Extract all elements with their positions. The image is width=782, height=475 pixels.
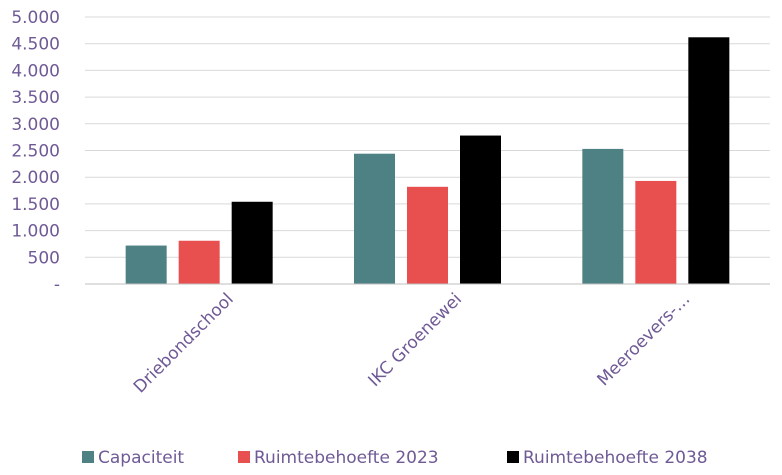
y-tick-label: 2.000	[11, 168, 60, 188]
legend-swatch	[238, 451, 250, 463]
bar-ruimtebehoefte-2038-3	[688, 37, 730, 285]
y-tick-label: 3.000	[11, 115, 60, 135]
legend-label: Ruimtebehoefte 2023	[254, 448, 439, 468]
bar-ruimtebehoefte-2023-1	[178, 240, 220, 284]
bar-ruimtebehoefte-2038-1	[231, 201, 273, 284]
category-labels: Driebondschool IKC Groenewei Meeroevers-…	[130, 289, 695, 397]
y-tick-label: 3.500	[11, 88, 60, 108]
legend-label: Ruimtebehoefte 2038	[523, 448, 708, 468]
legend-label: Capaciteit	[98, 448, 184, 468]
y-axis-tick-labels: - 500 1.000 1.500 2.000 2.500 3.000 3.500 4.000 4…	[11, 8, 60, 295]
y-tick-label: -	[54, 275, 60, 295]
bar-ruimtebehoefte-2023-3	[635, 180, 677, 284]
y-tick-label: 1.500	[11, 195, 60, 215]
y-tick-label: 4.500	[11, 35, 60, 55]
gridlines	[85, 16, 770, 258]
y-tick-label: 500	[28, 248, 60, 268]
y-tick-label: 1.000	[11, 222, 60, 242]
bar-ruimtebehoefte-2038-2	[460, 135, 501, 284]
bar-capaciteit-3	[582, 148, 624, 284]
category-label: IKC Groenewei	[365, 289, 466, 390]
y-tick-label: 2.500	[11, 142, 60, 162]
legend-swatch	[507, 451, 519, 463]
bars	[125, 37, 730, 285]
legend: Capaciteit Ruimtebehoefte 2023 Ruimtebehoe…	[82, 448, 708, 468]
bar-capaciteit-2	[354, 153, 395, 284]
y-tick-label: 4.000	[11, 61, 60, 81]
legend-swatch	[82, 451, 94, 463]
bar-capaciteit-1	[125, 245, 167, 284]
y-tick-label: 5.000	[11, 8, 60, 28]
category-label: Driebondschool	[130, 289, 238, 397]
bar-ruimtebehoefte-2023-2	[407, 186, 448, 284]
category-label: Meeroevers-…	[594, 289, 695, 390]
